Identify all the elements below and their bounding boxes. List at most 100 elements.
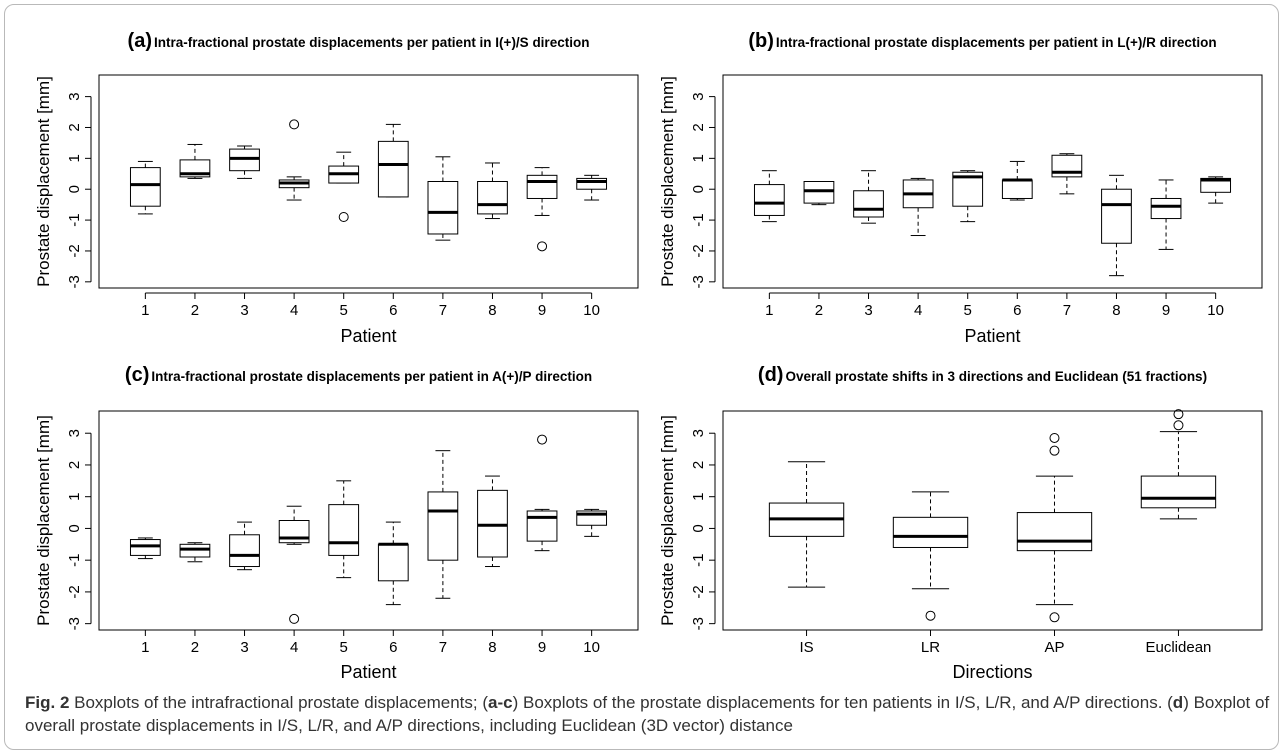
box-1 bbox=[129, 537, 161, 560]
outlier-point bbox=[1049, 612, 1060, 623]
x-tick-label: 4 bbox=[290, 302, 298, 319]
iqr-box bbox=[477, 181, 508, 215]
box-9 bbox=[526, 434, 558, 552]
outlier-point bbox=[537, 434, 548, 445]
box-5 bbox=[328, 151, 360, 222]
caption-text-2: ) Boxplots of the prostate displacements… bbox=[512, 693, 1173, 712]
iqr-box bbox=[753, 184, 785, 216]
y-tick-label: 0 bbox=[690, 185, 707, 193]
box-10 bbox=[576, 174, 608, 201]
x-tick-label: 6 bbox=[389, 639, 397, 656]
iqr-box bbox=[526, 174, 558, 199]
panel-title-text: Intra-fractional prostate displacements … bbox=[154, 35, 589, 50]
iqr-box bbox=[1101, 188, 1132, 244]
x-tick-label: 3 bbox=[240, 302, 248, 319]
iqr-box bbox=[229, 148, 260, 172]
y-tick-label: 1 bbox=[690, 154, 707, 162]
panel-4: (d) Overall prostate shifts in 3 directio… bbox=[658, 364, 1263, 682]
caption-bold-2: d bbox=[1172, 693, 1184, 712]
box-5 bbox=[328, 480, 360, 579]
x-tick-label: 3 bbox=[240, 639, 248, 656]
y-tick-label: 3 bbox=[66, 92, 83, 100]
y-tick-label: -2 bbox=[690, 585, 707, 598]
panel-title: (d) Overall prostate shifts in 3 directio… bbox=[758, 364, 1207, 386]
y-axis-title: Prostate displacement [mm] bbox=[34, 76, 53, 287]
x-tick-label: 3 bbox=[864, 302, 872, 319]
box-7 bbox=[427, 450, 459, 599]
panel-label: (d) bbox=[758, 364, 784, 386]
figure-caption: Fig. 2 Boxplots of the intrafractional p… bbox=[25, 691, 1275, 737]
box-4 bbox=[902, 177, 934, 237]
outlier-point bbox=[289, 613, 300, 624]
box-8 bbox=[477, 162, 508, 220]
y-tick-label: -3 bbox=[66, 275, 83, 288]
y-tick-label: -1 bbox=[66, 554, 83, 567]
panel-label: (b) bbox=[748, 30, 774, 52]
panel-1: (a) Intra-fractional prostate displacemen… bbox=[34, 30, 639, 346]
outlier-point bbox=[289, 119, 300, 130]
panel-title: (a) Intra-fractional prostate displacemen… bbox=[128, 30, 590, 52]
panel-title-text: Intra-fractional prostate displacements … bbox=[776, 35, 1217, 50]
outlier-point bbox=[537, 241, 548, 252]
iqr-box bbox=[1150, 197, 1182, 220]
outlier-point bbox=[1173, 409, 1184, 420]
outlier-point bbox=[1173, 420, 1184, 431]
iqr-box bbox=[328, 504, 360, 556]
y-tick-label: 0 bbox=[66, 524, 83, 532]
y-tick-label: 3 bbox=[66, 429, 83, 437]
x-tick-label: 4 bbox=[290, 639, 298, 656]
x-tick-label: 6 bbox=[1013, 302, 1021, 319]
x-tick-label: 9 bbox=[538, 639, 546, 656]
figure-frame: (a) Intra-fractional prostate displacemen… bbox=[4, 4, 1279, 750]
y-tick-label: -1 bbox=[690, 213, 707, 226]
iqr-box bbox=[1001, 179, 1033, 199]
outlier-point bbox=[925, 610, 936, 621]
x-tick-label: 9 bbox=[538, 302, 546, 319]
x-tick-label: 1 bbox=[765, 302, 773, 319]
y-tick-label: -2 bbox=[690, 244, 707, 257]
iqr-box bbox=[1140, 475, 1217, 509]
x-tick-label: 1 bbox=[141, 302, 149, 319]
plot-frame bbox=[98, 74, 639, 289]
box-2 bbox=[179, 542, 211, 563]
x-tick-label: 6 bbox=[389, 302, 397, 319]
box-6 bbox=[1001, 160, 1033, 201]
iqr-box bbox=[427, 181, 459, 235]
box-LR bbox=[892, 491, 969, 621]
box-IS bbox=[768, 461, 845, 588]
y-tick-label: 3 bbox=[690, 429, 707, 437]
box-3 bbox=[853, 170, 884, 224]
panel-label: (c) bbox=[125, 364, 149, 386]
y-tick-label: 1 bbox=[66, 493, 83, 501]
x-tick-label: 8 bbox=[488, 302, 496, 319]
panel-label: (a) bbox=[128, 30, 152, 52]
box-1 bbox=[753, 170, 785, 223]
x-axis-title: Patient bbox=[964, 326, 1020, 346]
iqr-box bbox=[179, 543, 211, 558]
iqr-box bbox=[377, 543, 409, 582]
y-tick-label: -2 bbox=[66, 244, 83, 257]
iqr-box bbox=[377, 140, 409, 198]
y-tick-label: -2 bbox=[66, 585, 83, 598]
box-1 bbox=[129, 160, 161, 215]
y-tick-label: 0 bbox=[66, 185, 83, 193]
x-axis-title: Patient bbox=[340, 326, 396, 346]
y-tick-label: -1 bbox=[66, 213, 83, 226]
x-tick-label: 2 bbox=[191, 639, 199, 656]
box-4 bbox=[278, 119, 310, 201]
box-10 bbox=[576, 508, 608, 537]
panel-title: (c) Intra-fractional prostate displacemen… bbox=[125, 364, 592, 386]
iqr-box bbox=[229, 534, 260, 568]
y-tick-label: -3 bbox=[66, 617, 83, 630]
y-tick-label: 2 bbox=[690, 461, 707, 469]
y-tick-label: 3 bbox=[690, 92, 707, 100]
box-10 bbox=[1200, 176, 1232, 204]
x-tick-label: AP bbox=[1044, 639, 1064, 656]
box-7 bbox=[1051, 153, 1083, 195]
y-axis-title: Prostate displacement [mm] bbox=[34, 415, 53, 626]
x-tick-label: 10 bbox=[1207, 302, 1224, 319]
y-axis-title: Prostate displacement [mm] bbox=[658, 76, 677, 287]
x-tick-label: 9 bbox=[1162, 302, 1170, 319]
x-tick-label: 4 bbox=[914, 302, 922, 319]
box-6 bbox=[377, 123, 409, 198]
